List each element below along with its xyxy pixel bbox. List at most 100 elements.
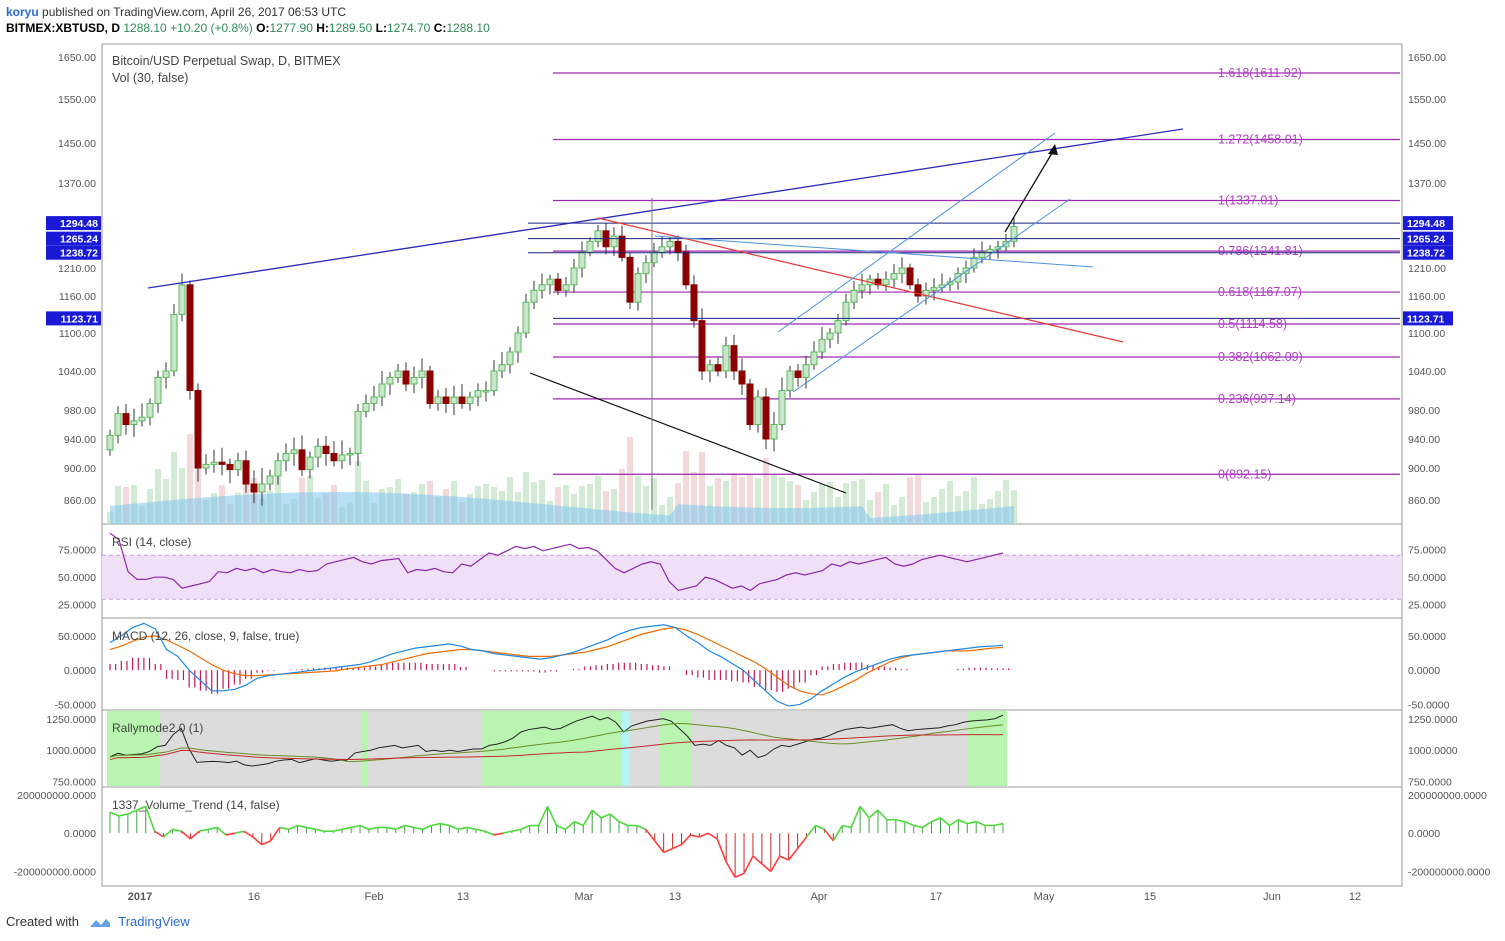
volume-bar (723, 481, 729, 524)
candle-body (674, 240, 682, 253)
volume-bar (531, 482, 537, 524)
vt-line (270, 826, 281, 842)
vt-line (243, 830, 254, 838)
vt-line (967, 820, 977, 825)
candle-body (954, 273, 962, 283)
candle-body (274, 460, 282, 477)
price-badge-right (1403, 231, 1453, 246)
vt-line (458, 826, 468, 831)
volume-bar (1003, 480, 1009, 524)
volume-ma-area (110, 492, 1014, 524)
volume-bar (899, 497, 905, 524)
volume-bar (595, 476, 601, 524)
price-tick-left: 1210.00 (58, 263, 96, 275)
rally-zone (368, 711, 482, 786)
vt-line (591, 809, 602, 819)
chart-subtitle: Vol (30, false) (112, 71, 188, 85)
macd-pane: 50.0000 50.0000 0.0000 0.0000 -50.0000 -50.00… (55, 622, 1450, 712)
vt-line (118, 813, 129, 817)
vt-line (404, 824, 414, 829)
volume-bar (763, 458, 769, 524)
vt-line (779, 855, 789, 861)
volume-bar (867, 500, 873, 524)
candle-body (698, 320, 706, 372)
price-tick-right: 1040.00 (1408, 366, 1446, 378)
date-tick: May (1034, 891, 1055, 903)
vt-line (261, 840, 272, 846)
vt-line (359, 824, 370, 831)
vt-line (564, 821, 575, 830)
date-tick: 2017 (128, 891, 152, 903)
candle-body (218, 461, 226, 465)
volume-bar (155, 469, 161, 524)
candle-body (322, 445, 330, 454)
volume-bar (195, 445, 201, 524)
candle-body (546, 278, 554, 286)
long-trendline (147, 128, 1184, 289)
vt-line (948, 819, 959, 827)
price-tick-right: 1370.00 (1408, 178, 1446, 190)
candle-body (834, 320, 842, 334)
price-badge-right-text: 1294.48 (1407, 218, 1445, 230)
volume-bar (819, 484, 825, 524)
candle-body (226, 463, 234, 471)
vt-line (805, 825, 817, 838)
vt-line (546, 805, 558, 826)
volume-bar (619, 469, 625, 524)
high-value: 1289.50 (328, 21, 373, 35)
macd-tick-left: 50.0000 (58, 631, 96, 643)
price-tick-left: 1160.00 (59, 291, 96, 303)
volume-bar (171, 452, 177, 524)
vt-line (288, 824, 298, 831)
tradingview-link[interactable]: TradingView (118, 914, 190, 929)
rsi-line (109, 532, 1004, 592)
vt-line (859, 805, 870, 819)
vt-line (520, 824, 531, 831)
volume-bar (187, 434, 193, 524)
volume-trend-pane: 200000000.0000 200000000.0000 0.0000 0.0000… (14, 790, 1491, 879)
tradingview-logo-icon (89, 918, 110, 927)
vt-line (449, 824, 459, 831)
vt-line (234, 830, 245, 834)
vt-line (208, 826, 218, 831)
candle-body (890, 273, 898, 280)
date-tick: 16 (248, 891, 260, 903)
candle-body (394, 370, 402, 378)
candle-body (402, 370, 410, 385)
candle-body (282, 453, 290, 462)
candle-body (338, 454, 346, 462)
candle-body (746, 383, 754, 425)
vt-line (645, 828, 656, 842)
volume-bar (507, 477, 513, 524)
volume-bar (939, 489, 945, 524)
price-badge-left (46, 245, 101, 260)
candle-body (514, 332, 522, 353)
price-badge-right (1403, 216, 1453, 231)
price-badge-right-text: 1123.71 (1407, 313, 1445, 325)
candle-body (210, 461, 218, 465)
high-label: H: (316, 21, 329, 35)
price-tick-left: 900.00 (64, 463, 96, 475)
candle-body (842, 301, 850, 322)
volume-bar (955, 496, 961, 524)
candle-body (450, 396, 458, 404)
vt-line (154, 830, 165, 838)
vt-line (199, 828, 209, 833)
volume-bar (755, 478, 761, 524)
date-tick: 13 (457, 891, 469, 903)
vt-line (707, 832, 718, 840)
candle-body (138, 416, 146, 422)
candle-body (714, 364, 722, 372)
candle-body (1010, 226, 1018, 242)
vt-line (306, 826, 316, 831)
author-link[interactable]: koryu (6, 5, 39, 19)
price-badge-left (46, 311, 101, 326)
volume-bar (587, 484, 593, 524)
volume-bar (675, 483, 681, 524)
candle-body (754, 396, 762, 425)
rsi-tick-left: 50.0000 (58, 572, 96, 584)
vt-line (770, 855, 781, 872)
vt-line (904, 820, 915, 827)
candle-body (690, 284, 698, 322)
